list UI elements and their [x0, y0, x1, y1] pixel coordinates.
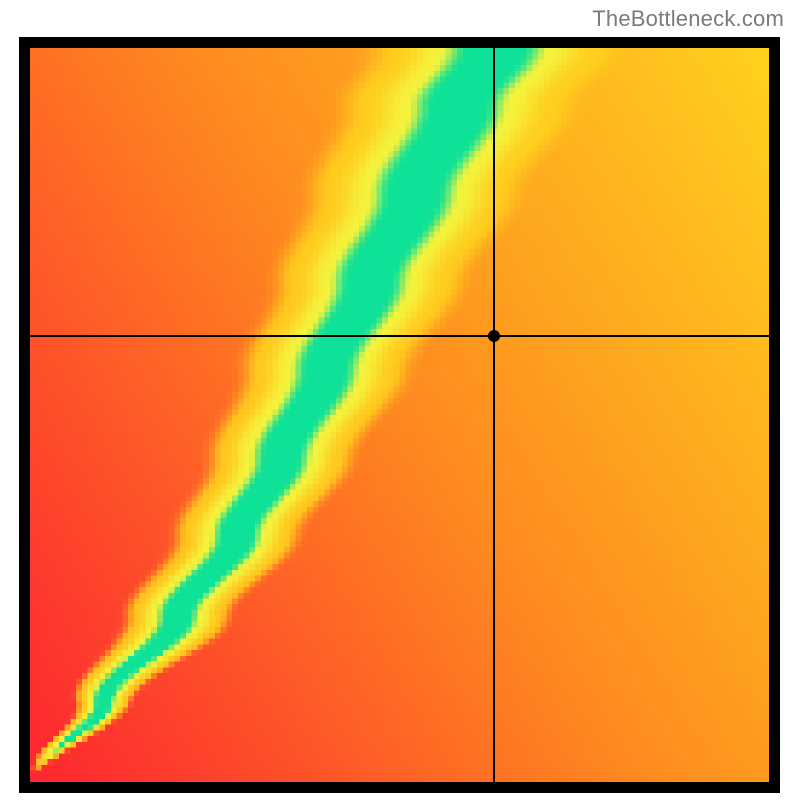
marker-point — [488, 330, 500, 342]
crosshair-vertical — [493, 48, 495, 782]
watermark-text: TheBottleneck.com — [592, 6, 784, 32]
plot-area — [19, 37, 780, 793]
heatmap-canvas — [30, 48, 769, 782]
chart-container: TheBottleneck.com — [0, 0, 800, 800]
crosshair-horizontal — [30, 335, 769, 337]
